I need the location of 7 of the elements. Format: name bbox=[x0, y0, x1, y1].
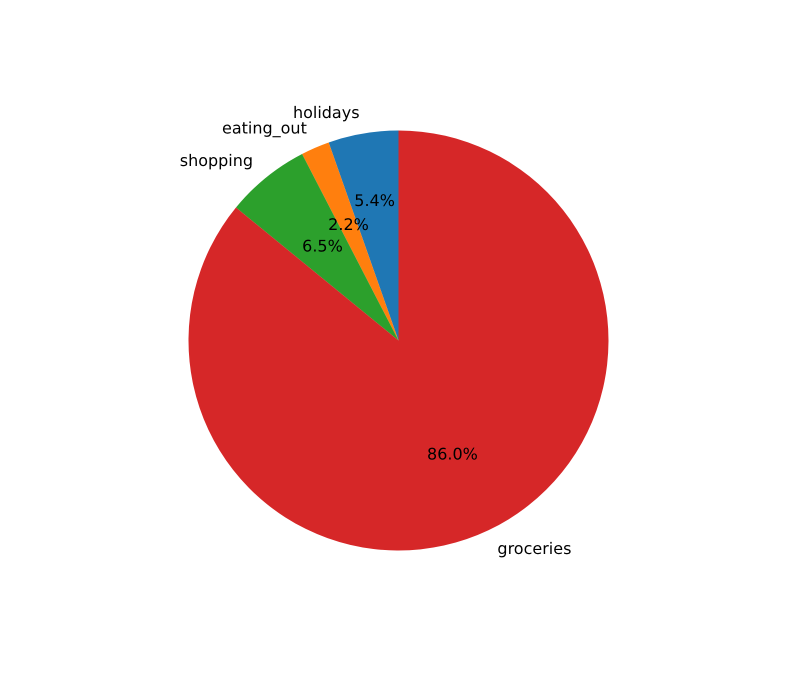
slice-label: shopping bbox=[180, 151, 254, 170]
data-label: 6.5% bbox=[302, 236, 343, 256]
slice-label: groceries bbox=[497, 539, 572, 558]
data-label: 86.0% bbox=[427, 444, 478, 464]
data-label: 5.4% bbox=[354, 190, 395, 210]
data-label: 2.2% bbox=[328, 214, 369, 234]
pie-slice bbox=[302, 142, 398, 340]
